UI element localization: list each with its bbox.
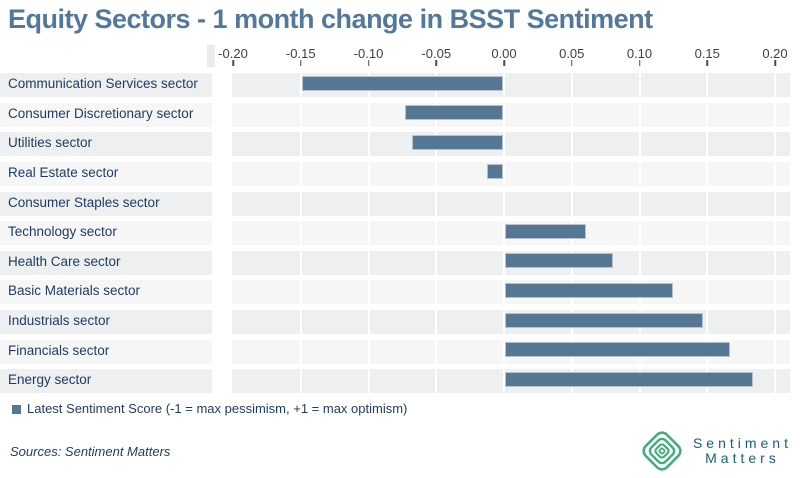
concentric-diamonds-icon: [642, 431, 682, 471]
chart-row: Financials sector: [0, 337, 800, 367]
plot-area: Communication Services sector Consumer D…: [0, 70, 800, 396]
bar: [505, 371, 753, 387]
legend-label: Latest Sentiment Score (-1 = max pessimi…: [27, 401, 408, 416]
x-tick-label: -0.10: [353, 46, 384, 61]
chart-row: Industrials sector: [0, 307, 800, 337]
x-tick-mark: [367, 60, 370, 66]
brand-name-line1: Sentiment: [692, 435, 792, 451]
category-label: Technology sector: [8, 224, 117, 240]
category-label: Real Estate sector: [8, 164, 119, 180]
bar: [505, 253, 614, 269]
axis-crossing-strip: [207, 45, 215, 67]
bar: [505, 223, 587, 239]
brand-name-line2: Matters: [705, 450, 780, 466]
row-band: [0, 221, 212, 246]
row-band: [0, 132, 212, 157]
row-band: [232, 132, 790, 157]
sources-note: Sources: Sentiment Matters: [10, 444, 171, 459]
category-label: Energy sector: [8, 372, 92, 388]
chart-row: Real Estate sector: [0, 159, 800, 189]
brand-name: Sentiment Matters: [693, 436, 792, 466]
category-label: Health Care sector: [8, 253, 121, 269]
chart-row: Health Care sector: [0, 248, 800, 278]
x-tick-label: 0.05: [559, 46, 585, 61]
x-tick-mark: [503, 60, 505, 66]
row-band: [0, 73, 212, 97]
row-band: [0, 161, 212, 186]
category-label: Consumer Staples sector: [8, 194, 160, 210]
chart-row: Communication Services sector: [0, 70, 800, 100]
gridline: [435, 70, 438, 396]
chart-row: Energy sector: [0, 366, 800, 396]
row-band: [0, 280, 212, 305]
gridline: [299, 70, 302, 396]
row-band: [232, 191, 790, 216]
row-band: [232, 161, 790, 186]
category-label: Utilities sector: [8, 135, 93, 151]
x-tick-mark: [232, 60, 234, 66]
x-tick-mark: [435, 60, 437, 66]
chart-title: Equity Sectors - 1 month change in BSST …: [8, 4, 653, 34]
category-label: Consumer Discretionary sector: [8, 105, 194, 121]
x-tick-label: 0.10: [626, 46, 653, 61]
x-tick-mark: [638, 60, 641, 66]
x-tick-mark: [300, 60, 302, 66]
row-band: [232, 102, 790, 127]
legend-marker-icon: [12, 405, 21, 414]
x-tick-label: -0.05: [421, 46, 452, 61]
bar: [505, 312, 703, 328]
chart-row: Utilities sector: [0, 129, 800, 159]
row-band: [0, 339, 212, 364]
bar: [505, 342, 730, 358]
bar: [302, 75, 503, 91]
row-band: [0, 369, 212, 394]
row-band: [0, 310, 212, 335]
row-band: [0, 250, 212, 275]
gridline: [503, 70, 505, 396]
category-label: Communication Services sector: [8, 76, 198, 91]
chart-row: Basic Materials sector: [0, 277, 800, 307]
bar: [412, 134, 503, 150]
x-tick-mark: [571, 60, 573, 66]
brand-logo: Sentiment Matters: [639, 428, 792, 474]
x-tick-mark: [774, 60, 776, 66]
gridline: [638, 70, 641, 396]
category-label: Industrials sector: [8, 313, 111, 329]
bar: [405, 105, 503, 121]
gridline: [774, 70, 776, 396]
category-label: Basic Materials sector: [8, 283, 141, 299]
x-tick-label: 0.00: [491, 46, 517, 61]
chart-row: Consumer Discretionary sector: [0, 100, 800, 130]
row-band: [0, 102, 212, 127]
bar: [486, 164, 503, 180]
category-label: Financials sector: [8, 342, 110, 358]
bar: [505, 282, 674, 298]
gridline: [367, 70, 370, 396]
x-tick-label: 0.15: [694, 46, 720, 61]
row-band: [0, 191, 212, 216]
x-tick-label: 0.20: [762, 46, 788, 61]
x-tick-label: -0.15: [285, 46, 316, 61]
chart-row: Consumer Staples sector: [0, 189, 800, 219]
x-tick-label: -0.20: [218, 46, 248, 61]
gridline: [706, 70, 709, 396]
chart-row: Technology sector: [0, 218, 800, 248]
x-tick-mark: [706, 60, 708, 66]
